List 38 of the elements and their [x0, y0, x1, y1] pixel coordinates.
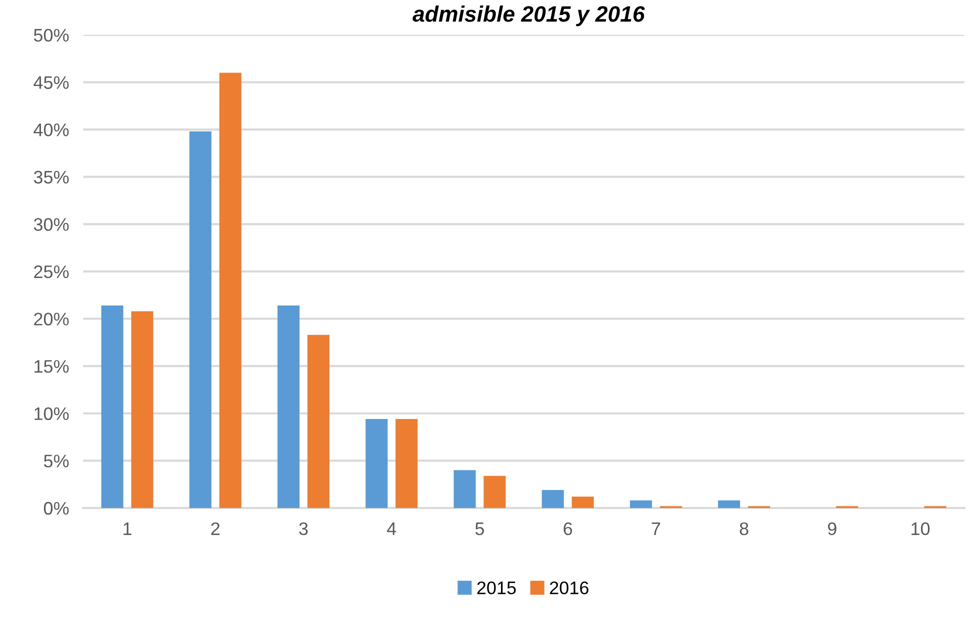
x-tick-label: 3 — [299, 522, 308, 536]
x-tick-label: 1 — [124, 522, 132, 535]
bar — [278, 306, 300, 508]
legend-label: 2016 — [550, 581, 588, 594]
bar — [307, 334, 330, 508]
legend-label: 2015 — [477, 581, 516, 594]
bar — [718, 500, 740, 508]
y-tick-label: 5% — [44, 454, 69, 468]
x-tick-label: 8 — [740, 522, 748, 536]
y-tick-label: 10% — [34, 407, 69, 420]
bar — [454, 470, 476, 508]
y-tick-label: 40% — [34, 123, 69, 136]
y-tick-label: 30% — [34, 218, 69, 231]
x-tick-label: 2 — [211, 522, 220, 535]
bar — [630, 500, 652, 508]
x-tick-label: 9 — [828, 522, 836, 536]
bar — [484, 476, 506, 508]
x-tick-label: 4 — [386, 522, 396, 535]
chart-title: admisible 2015 y 2016 — [412, 6, 645, 26]
bar — [101, 306, 124, 508]
x-tick-label: 7 — [652, 522, 660, 535]
x-tick-label: 5 — [475, 522, 484, 536]
x-tick-label: 6 — [564, 522, 572, 536]
y-tick-label: 20% — [34, 312, 69, 326]
bar — [219, 72, 242, 508]
y-tick-label: 15% — [34, 360, 69, 373]
y-tick-label: 35% — [34, 170, 69, 184]
y-tick-label: 50% — [34, 28, 69, 42]
bar — [572, 496, 594, 508]
y-tick-label: 25% — [34, 265, 69, 278]
bar — [366, 419, 388, 508]
bar — [396, 419, 418, 508]
bar — [542, 490, 564, 508]
bar — [189, 131, 212, 508]
x-tick-label: 10 — [912, 522, 930, 536]
y-tick-label: 0% — [44, 502, 69, 515]
bar — [131, 311, 154, 508]
y-tick-label: 45% — [34, 76, 69, 89]
